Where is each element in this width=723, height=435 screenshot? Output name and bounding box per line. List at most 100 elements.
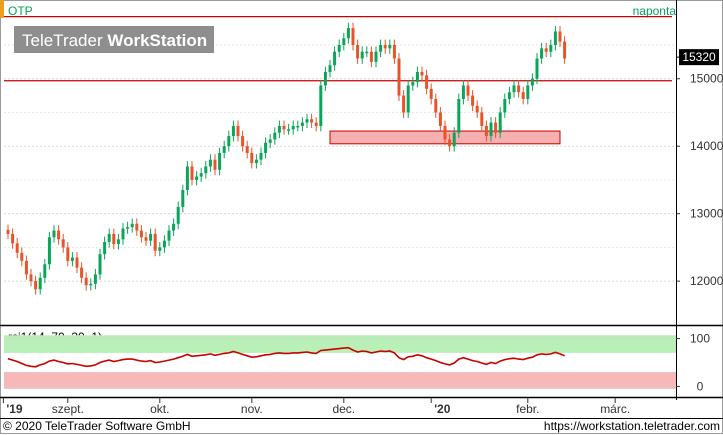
candle-body: [438, 112, 442, 126]
candle-body: [254, 159, 258, 164]
x-tick-label: nov.: [241, 402, 263, 416]
x-tick-label: dec.: [332, 402, 355, 416]
candle-body: [80, 267, 84, 278]
candle-body: [185, 166, 189, 191]
candle-body: [245, 146, 249, 153]
candle-body: [218, 152, 222, 170]
candle-body: [84, 277, 88, 286]
x-tick-label: febr.: [516, 402, 539, 416]
candle-body: [287, 129, 291, 131]
candle-body: [342, 38, 346, 45]
watermark-text: TeleTrader WorkStation: [22, 31, 207, 50]
candle-body: [195, 176, 199, 180]
candle-body: [103, 242, 107, 255]
footer-copyright: © 2020 TeleTrader Software GmbH: [3, 419, 191, 433]
candle-body: [540, 48, 544, 59]
candle-body: [172, 223, 176, 231]
candle-body: [369, 51, 373, 62]
candle-body: [43, 264, 47, 278]
candle-body: [291, 125, 295, 130]
candle-body: [208, 159, 212, 167]
candle-body: [277, 125, 281, 133]
candle-body: [181, 190, 185, 207]
last-price-box: [679, 49, 719, 66]
candle-body: [512, 85, 516, 93]
symbol-label: OTP: [8, 4, 33, 18]
candle-body: [11, 233, 15, 244]
candle-body: [98, 254, 102, 275]
candle-body: [112, 233, 116, 245]
y-tick-label: 14000: [690, 139, 723, 153]
rsi-oversold-band: [4, 372, 676, 389]
candle-body: [333, 51, 337, 66]
last-price-label: 15320: [682, 50, 716, 64]
rsi-overbought-band: [4, 335, 676, 353]
candle-body: [310, 119, 314, 123]
candle-body: [162, 240, 166, 248]
candle-body: [328, 65, 332, 72]
candle-body: [149, 233, 153, 241]
candle-body: [61, 239, 65, 248]
candle-body: [93, 274, 97, 284]
candle-body: [116, 239, 120, 245]
candle-body: [402, 95, 406, 113]
candle-body: [517, 85, 521, 93]
candle-body: [231, 125, 235, 137]
x-tick-label: '20: [434, 402, 451, 416]
candle-body: [29, 274, 33, 282]
candle-body: [406, 85, 410, 113]
candle-body: [544, 48, 548, 52]
candle-body: [452, 132, 456, 147]
candle-body: [563, 41, 567, 59]
candle-body: [425, 75, 429, 89]
candle-body: [392, 44, 396, 59]
candle-body: [475, 105, 479, 113]
candle-body: [498, 112, 502, 133]
candle-body: [507, 92, 511, 99]
candle-body: [526, 85, 530, 99]
candle-body: [34, 281, 38, 290]
candle-body: [558, 31, 562, 42]
y-tick-label: 15000: [690, 72, 723, 86]
candle-body: [52, 230, 56, 238]
candle-body: [15, 243, 19, 253]
candle-body: [259, 152, 263, 160]
candle-body: [411, 82, 415, 86]
candle-body: [264, 142, 268, 153]
candle-body: [6, 229, 10, 234]
candle-body: [227, 136, 231, 147]
candle-body: [379, 44, 383, 52]
candle-body: [24, 260, 28, 275]
candle-body: [47, 237, 51, 265]
candle-body: [296, 125, 300, 128]
rsi-y-tick-label: 100: [690, 332, 710, 346]
candle-body: [314, 122, 318, 126]
rsi-line: [7, 346, 565, 368]
candle-body: [471, 95, 475, 106]
candle-body: [250, 152, 254, 164]
candle-body: [158, 247, 162, 251]
candle-body: [360, 51, 364, 59]
candle-body: [480, 112, 484, 126]
candle-body: [553, 31, 557, 45]
candle-body: [167, 230, 171, 241]
candle-body: [461, 85, 465, 99]
candle-body: [365, 51, 369, 54]
candle-body: [549, 44, 553, 52]
candle-body: [434, 98, 438, 113]
candle-body: [236, 125, 240, 137]
rsi-y-tick-label: 0: [697, 379, 704, 393]
candle-body: [383, 44, 387, 49]
candle-body: [213, 159, 217, 170]
candle-body: [273, 132, 277, 140]
candle-body: [323, 71, 327, 86]
candle-body: [126, 227, 130, 229]
footer-url: https://workstation.teletrader.com: [544, 419, 720, 433]
interval-label: naponta: [633, 4, 677, 18]
x-tick-label: '19: [6, 402, 23, 416]
candle-body: [107, 233, 111, 243]
watermark-box: [14, 26, 214, 53]
candle-body: [38, 277, 42, 290]
candle-body: [305, 119, 309, 123]
